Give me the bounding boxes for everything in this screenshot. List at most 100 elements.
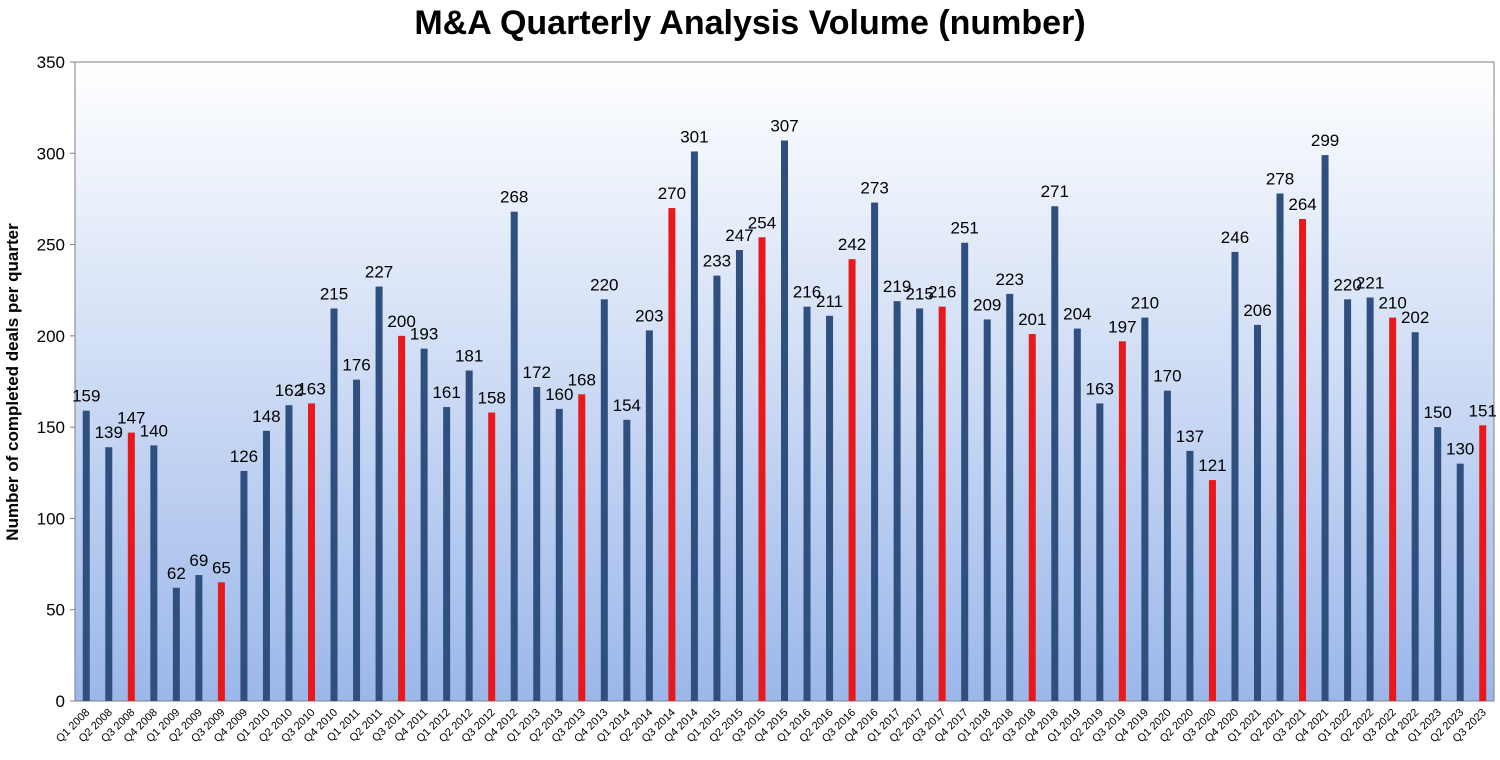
- y-tick-label: 350: [37, 53, 65, 72]
- bar-q3-2014: [668, 208, 676, 702]
- bar-q2-2015: [735, 250, 743, 701]
- y-tick-label: 50: [46, 601, 65, 620]
- data-label: 233: [703, 252, 731, 271]
- data-label: 251: [951, 219, 979, 238]
- data-label: 163: [1086, 379, 1114, 398]
- y-axis-label: Number of completed deals per quarter: [3, 223, 22, 541]
- data-label: 220: [590, 275, 618, 294]
- data-label: 216: [793, 283, 821, 302]
- bar-q4-2018: [1051, 206, 1059, 701]
- data-label: 215: [320, 284, 348, 303]
- bar-q4-2009: [240, 470, 248, 701]
- data-label: 162: [275, 381, 303, 400]
- data-label: 176: [342, 356, 370, 375]
- bar-q1-2010: [262, 430, 270, 701]
- bar-q1-2009: [172, 587, 180, 701]
- data-label: 201: [1018, 310, 1046, 329]
- data-label: 299: [1311, 131, 1339, 150]
- data-label: 139: [95, 423, 123, 442]
- data-label: 215: [905, 284, 933, 303]
- bar-q4-2021: [1321, 155, 1329, 701]
- data-label: 181: [455, 347, 483, 366]
- data-label: 211: [816, 292, 843, 311]
- data-label: 69: [189, 551, 208, 570]
- bar-q1-2021: [1254, 324, 1261, 701]
- bar-q1-2022: [1344, 299, 1352, 701]
- y-tick-label: 200: [37, 327, 65, 346]
- bar-q4-2020: [1231, 251, 1239, 702]
- bar-q4-2016: [871, 202, 879, 701]
- bar-q3-2019: [1118, 341, 1126, 701]
- bar-q1-2017: [893, 301, 901, 701]
- data-label: 270: [658, 184, 686, 203]
- data-label: 268: [500, 188, 528, 207]
- bar-q3-2010: [308, 403, 315, 701]
- bar-q3-2023: [1479, 425, 1487, 701]
- bar-q1-2019: [1073, 328, 1081, 701]
- data-label: 206: [1243, 301, 1271, 320]
- y-tick-label: 250: [37, 236, 65, 255]
- data-label: 161: [432, 383, 460, 402]
- bar-q4-2015: [781, 140, 788, 701]
- data-label: 150: [1424, 403, 1452, 422]
- data-label: 271: [1041, 182, 1069, 201]
- data-label: 62: [167, 564, 186, 583]
- data-label: 220: [1333, 275, 1361, 294]
- bar-q3-2022: [1389, 317, 1397, 701]
- bar-q1-2023: [1434, 427, 1442, 701]
- data-label: 307: [770, 117, 798, 136]
- data-label: 158: [478, 389, 506, 408]
- data-label: 130: [1446, 440, 1474, 459]
- data-label: 147: [117, 409, 145, 428]
- bar-q2-2014: [645, 330, 653, 701]
- data-label: 209: [973, 295, 1001, 314]
- data-label: 197: [1108, 317, 1136, 336]
- data-label: 210: [1378, 294, 1406, 313]
- y-tick-label: 100: [37, 509, 65, 528]
- bar-q1-2008: [82, 410, 90, 701]
- data-label: 227: [365, 263, 393, 282]
- bar-q3-2021: [1299, 219, 1307, 702]
- data-label: 137: [1176, 427, 1204, 446]
- bar-q4-2017: [961, 242, 969, 701]
- data-label: 148: [252, 407, 280, 426]
- bar-q1-2016: [803, 306, 811, 701]
- data-label: 273: [860, 179, 888, 198]
- bar-q3-2016: [848, 259, 856, 701]
- bar-q3-2020: [1208, 480, 1216, 701]
- y-tick-label: 300: [37, 144, 65, 163]
- data-label: 301: [680, 127, 708, 146]
- data-label: 160: [545, 385, 573, 404]
- data-label: 202: [1401, 308, 1429, 327]
- bar-q2-2023: [1456, 463, 1464, 701]
- bar-q3-2009: [217, 582, 225, 701]
- bar-q2-2012: [465, 370, 473, 701]
- bar-q2-2010: [285, 405, 293, 701]
- bar-q1-2020: [1163, 390, 1171, 701]
- bar-q2-2022: [1366, 297, 1374, 701]
- data-label: 246: [1221, 228, 1249, 247]
- bar-q4-2008: [150, 445, 158, 701]
- bar-q2-2008: [105, 447, 113, 701]
- data-label: 221: [1356, 274, 1384, 293]
- chart-title: M&A Quarterly Analysis Volume (number): [414, 4, 1085, 42]
- bar-q1-2015: [713, 275, 721, 701]
- data-label: 200: [387, 312, 415, 331]
- bar-q2-2020: [1186, 450, 1194, 701]
- bar-q1-2014: [623, 419, 631, 701]
- bar-q3-2013: [578, 394, 586, 701]
- bar-q3-2012: [488, 412, 496, 701]
- bar-q2-2018: [1006, 293, 1014, 701]
- bar-q2-2017: [916, 308, 924, 701]
- bar-q2-2011: [375, 286, 383, 701]
- bar-q2-2013: [555, 408, 563, 701]
- bar-q1-2012: [443, 407, 451, 701]
- bar-q4-2022: [1411, 332, 1419, 701]
- data-label: 193: [410, 325, 438, 344]
- bar-q3-2008: [127, 432, 135, 701]
- bar-q3-2018: [1028, 334, 1036, 701]
- data-label: 170: [1153, 367, 1181, 386]
